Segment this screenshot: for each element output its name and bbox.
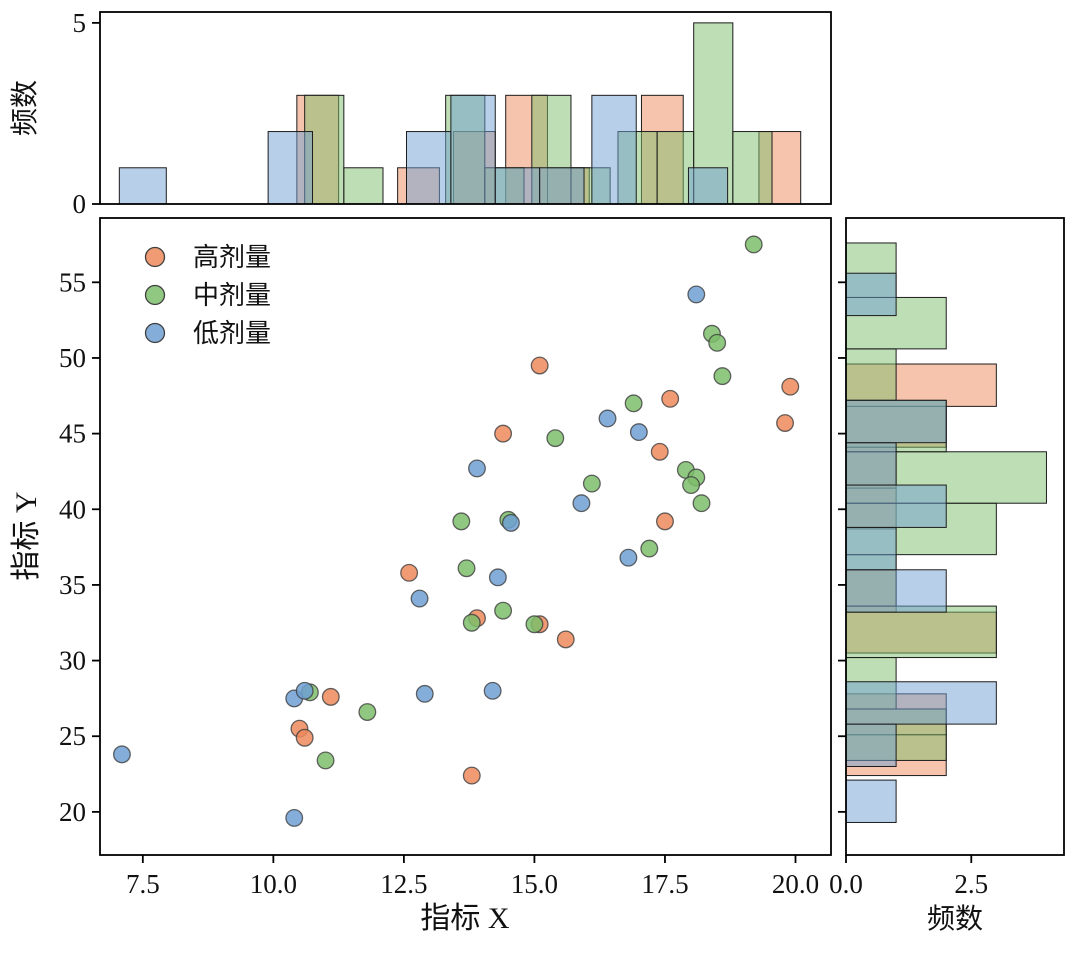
right-hist-bar <box>845 348 897 401</box>
right-hist-bar <box>845 272 897 317</box>
scatter-point <box>650 442 669 461</box>
right-hist-bar <box>845 526 897 571</box>
top-hist-axis-label: 频数 <box>9 80 41 136</box>
tick-label: 2.5 <box>954 869 988 899</box>
scatter-point <box>640 539 659 558</box>
scatter-point <box>687 285 706 304</box>
scatter-point <box>656 512 674 531</box>
scatter-point <box>462 766 481 785</box>
axis-spine <box>99 217 832 856</box>
scatter-point <box>598 409 617 428</box>
top-hist-bar <box>267 131 314 205</box>
scatter-point <box>713 367 732 386</box>
top-hist-bar <box>450 94 496 205</box>
legend-marker-mid-dose <box>144 284 166 306</box>
scatter-point <box>744 235 763 254</box>
axis-spine <box>845 217 1065 856</box>
y-axis-label: 指标 Y <box>10 491 43 580</box>
scatter-point <box>321 687 340 706</box>
top-hist-bar <box>656 131 695 205</box>
right-hist-bar <box>845 723 897 767</box>
tick-label: 35 <box>59 570 86 600</box>
scatter-point <box>452 512 471 531</box>
right-hist-bar <box>845 605 997 659</box>
right-hist-bar <box>845 484 947 528</box>
top-hist-bar <box>732 131 773 205</box>
scatter-point <box>624 394 643 413</box>
tick-label: 30 <box>59 646 86 676</box>
scatter-point <box>556 630 575 649</box>
top-hist-bar <box>405 131 452 205</box>
tick-label: 0.0 <box>829 869 863 899</box>
scatter-point <box>530 356 549 375</box>
scatter-point <box>546 429 565 448</box>
scatter-point <box>316 751 335 770</box>
tick-label: 0 <box>73 189 87 219</box>
top-hist-bar <box>118 167 167 205</box>
scatter-point <box>410 589 429 608</box>
right-hist-bar <box>845 442 897 486</box>
scatter-point <box>494 601 513 620</box>
axis-spine <box>99 11 832 205</box>
x-axis-label: 指标 X <box>420 902 509 935</box>
legend-marker-high-dose <box>144 246 166 268</box>
scatter-point <box>582 474 601 493</box>
tick-label: 25 <box>59 721 86 751</box>
scatter-point <box>483 681 502 700</box>
top-hist-bar <box>687 167 729 205</box>
scatter-point <box>462 613 481 632</box>
scatter-point <box>295 681 314 700</box>
top-hist-bar <box>539 167 585 205</box>
legend-label-low-dose: 低剂量 <box>193 319 271 348</box>
right-hist-axis-label: 频数 <box>927 903 983 935</box>
legend-marker-low-dose <box>144 322 166 344</box>
scatter-point <box>358 703 377 721</box>
scatter-point <box>682 476 701 495</box>
scatter-point <box>457 559 476 578</box>
right-hist-bar <box>845 681 997 725</box>
scatter-point <box>285 808 304 827</box>
scatter-point <box>776 414 795 432</box>
scatter-point <box>619 548 638 567</box>
legend-label-high-dose: 高剂量 <box>193 243 271 272</box>
scatter-point <box>692 494 711 513</box>
top-hist-bar <box>494 167 541 205</box>
right-hist-bar <box>845 569 947 613</box>
scatter-point <box>629 423 648 442</box>
tick-label: 10.0 <box>250 869 297 899</box>
scatter-point <box>488 568 507 587</box>
tick-label: 55 <box>59 267 86 297</box>
tick-label: 5 <box>73 8 87 38</box>
scatter-point <box>501 513 520 532</box>
top-hist-bar <box>343 167 384 205</box>
tick-label: 45 <box>59 419 86 449</box>
tick-label: 50 <box>59 343 86 373</box>
top-hist-bar <box>591 94 637 205</box>
scatter-point <box>400 563 419 582</box>
right-hist-bar <box>845 399 947 444</box>
scatter-point <box>468 459 486 478</box>
scatter-point <box>295 728 314 747</box>
scatter-point <box>415 684 434 703</box>
tick-label: 40 <box>59 494 86 524</box>
tick-label: 7.5 <box>126 869 160 899</box>
tick-label: 17.5 <box>641 869 688 899</box>
scatter-point <box>494 424 513 443</box>
scatter-point <box>781 377 800 396</box>
scatter-point <box>112 745 131 764</box>
scatter-point <box>525 615 544 634</box>
scatter-point <box>572 494 591 513</box>
legend: 高剂量 中剂量 低剂量 <box>144 243 271 348</box>
legend-label-mid-dose: 中剂量 <box>193 281 271 310</box>
scatter-point <box>708 333 727 352</box>
scatter-point <box>661 389 680 408</box>
tick-label: 20.0 <box>772 869 819 899</box>
tick-label: 15.0 <box>511 869 558 899</box>
tick-label: 12.5 <box>380 869 427 899</box>
right-hist-bar <box>845 779 897 823</box>
tick-label: 20 <box>59 797 86 827</box>
